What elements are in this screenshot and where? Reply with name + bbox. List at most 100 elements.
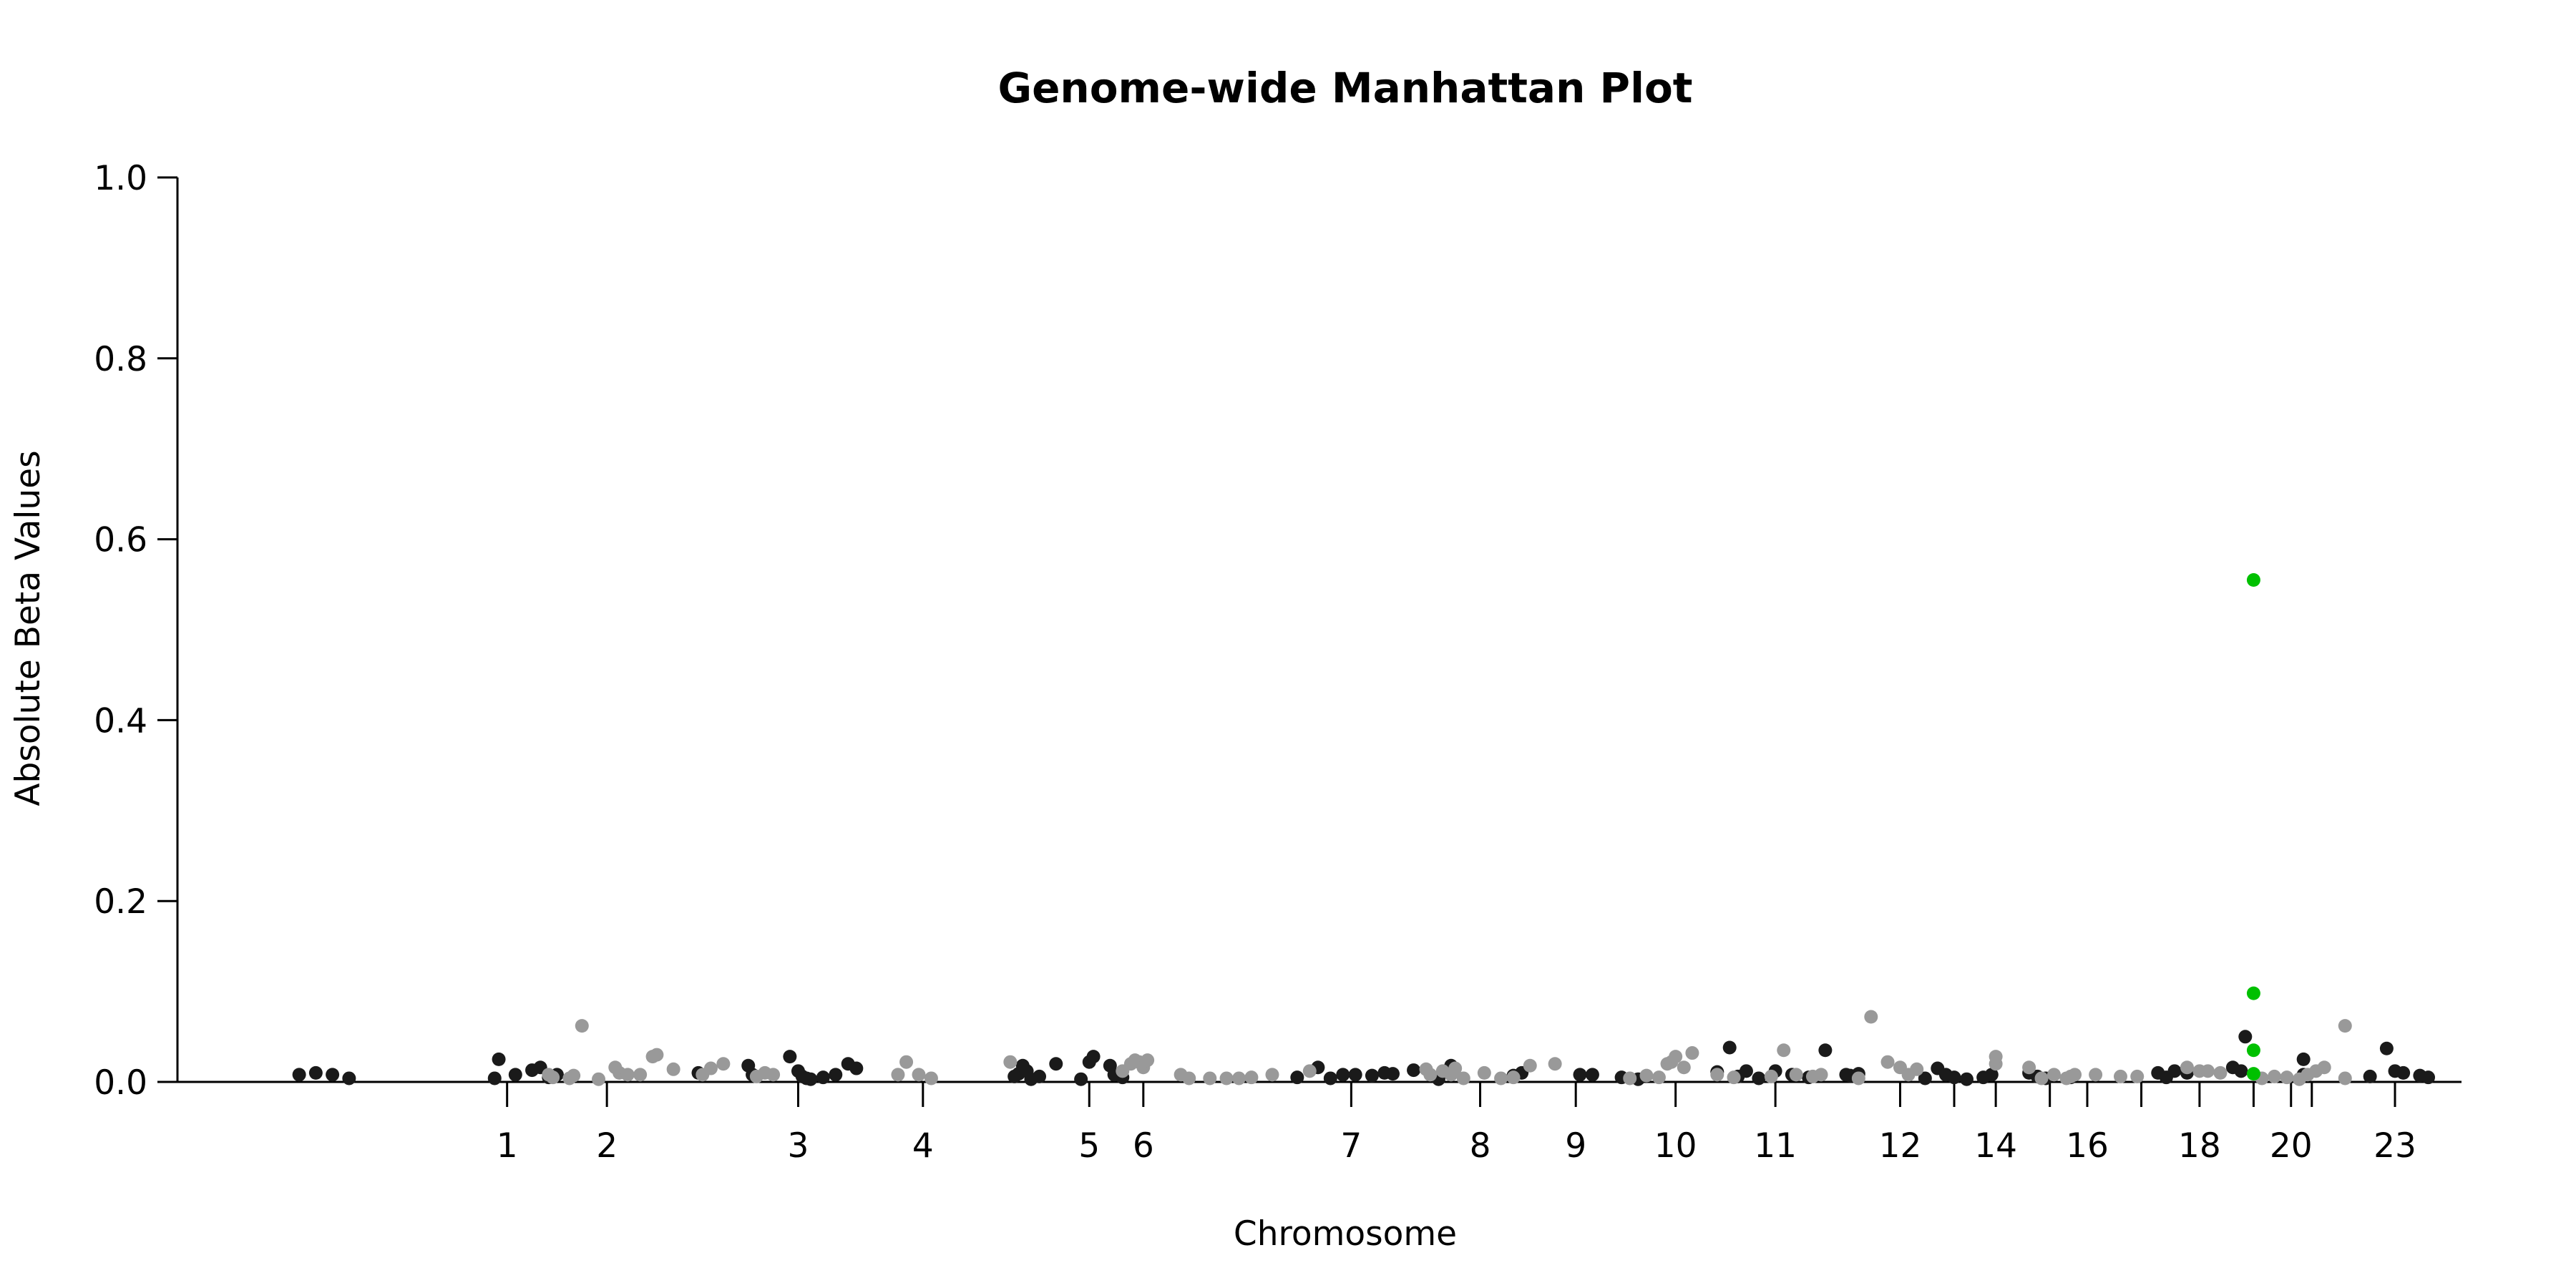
data-point [308, 1065, 323, 1080]
x-tick-label: 7 [1340, 1126, 1362, 1166]
data-point [2338, 1019, 2352, 1033]
data-point [2022, 1060, 2036, 1075]
data-point [1049, 1057, 1063, 1071]
y-tick-label: 0.2 [94, 882, 147, 922]
data-point [2246, 986, 2260, 1000]
data-point [1141, 1053, 1155, 1068]
data-point [342, 1071, 356, 1085]
data-point [1880, 1055, 1895, 1069]
y-axis-label: Absolute Beta Values [9, 450, 48, 806]
data-point [326, 1068, 340, 1082]
data-point [1685, 1046, 1699, 1060]
data-point [2089, 1068, 2103, 1082]
data-point [508, 1068, 522, 1082]
data-point [1910, 1062, 1924, 1076]
y-tick-label: 0.4 [94, 701, 147, 741]
data-point [666, 1062, 680, 1076]
data-point [2167, 1064, 2182, 1078]
data-point [2267, 1069, 2281, 1083]
data-point [1959, 1072, 1974, 1086]
data-point [2034, 1071, 2049, 1085]
data-point [816, 1070, 830, 1085]
data-point [829, 1068, 843, 1082]
data-point [567, 1068, 581, 1083]
data-point [492, 1052, 506, 1066]
data-point [1984, 1068, 1999, 1082]
data-point [2238, 1030, 2253, 1044]
data-point [783, 1050, 797, 1064]
data-point [1814, 1068, 1828, 1082]
data-point [2234, 1064, 2248, 1078]
data-point [592, 1072, 606, 1086]
data-point [1639, 1068, 1654, 1083]
data-point [1033, 1069, 1047, 1083]
data-point [1182, 1071, 1196, 1085]
data-point [1203, 1071, 1217, 1085]
data-point [2046, 1068, 2061, 1082]
data-point [1548, 1057, 1562, 1071]
data-point [2317, 1060, 2331, 1075]
x-tick-label: 23 [2373, 1126, 2416, 1166]
data-point [1365, 1068, 1379, 1083]
data-point [1710, 1068, 1724, 1082]
data-point [1752, 1071, 1766, 1085]
data-point [1851, 1071, 1865, 1085]
data-point [650, 1048, 664, 1062]
data-point [1652, 1070, 1666, 1085]
data-point [2421, 1070, 2436, 1085]
x-tick-label: 16 [2066, 1126, 2109, 1166]
data-point [1086, 1050, 1101, 1064]
data-point [1677, 1060, 1691, 1075]
data-point [2201, 1064, 2215, 1078]
y-tick-label: 0.8 [94, 340, 147, 379]
x-tick-label: 4 [912, 1126, 934, 1166]
data-point [924, 1071, 938, 1085]
data-point [2296, 1052, 2311, 1066]
x-tick-label: 10 [1654, 1126, 1697, 1166]
data-point [1506, 1070, 1521, 1085]
data-points [292, 572, 2436, 1086]
data-point [575, 1019, 589, 1033]
data-point [766, 1068, 781, 1082]
data-point [1722, 1040, 1737, 1055]
y-tick-label: 0.0 [94, 1063, 147, 1103]
data-point [1818, 1043, 1833, 1058]
data-point [1448, 1061, 1463, 1075]
data-point [912, 1068, 926, 1082]
data-point [2379, 1041, 2394, 1055]
data-point [1219, 1071, 1234, 1085]
data-point [1348, 1068, 1362, 1082]
x-tick-label: 1 [497, 1126, 518, 1166]
data-point [2068, 1068, 2082, 1082]
data-point [2338, 1071, 2352, 1085]
data-point [1947, 1070, 1961, 1085]
data-point [899, 1055, 914, 1069]
data-point [2246, 1067, 2260, 1081]
data-point [2280, 1070, 2294, 1085]
data-point [633, 1068, 648, 1082]
data-point [804, 1072, 818, 1086]
data-point [1456, 1071, 1470, 1085]
data-point [1989, 1050, 2003, 1064]
chart-title: Genome-wide Manhattan Plot [997, 64, 1692, 112]
x-tick-label: 2 [596, 1126, 618, 1166]
data-point [620, 1068, 635, 1082]
data-point [849, 1061, 864, 1075]
data-point [1585, 1068, 1599, 1082]
data-point [1494, 1071, 1508, 1085]
data-point [1423, 1068, 1438, 1082]
data-point [1789, 1068, 1803, 1082]
data-point [1573, 1068, 1587, 1082]
x-tick-label: 18 [2178, 1126, 2221, 1166]
data-point [1003, 1055, 1018, 1069]
x-tick-label: 20 [2270, 1126, 2313, 1166]
data-point [1669, 1050, 1683, 1064]
data-point [1523, 1058, 1537, 1073]
data-point [1244, 1070, 1259, 1085]
data-point [1477, 1065, 1491, 1080]
y-tick-label: 1.0 [94, 159, 147, 198]
data-point [2180, 1060, 2194, 1075]
data-point [1336, 1068, 1350, 1082]
data-point [1918, 1071, 1932, 1085]
